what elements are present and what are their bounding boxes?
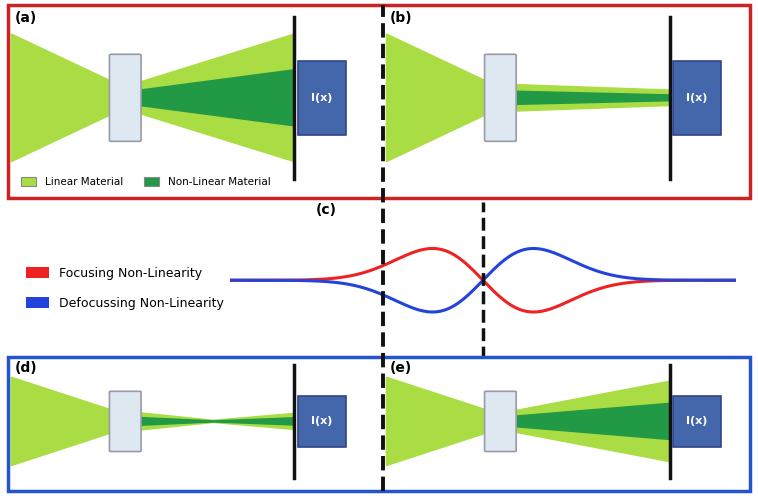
Text: (c): (c) — [316, 203, 337, 217]
Legend: Focusing Non-Linearity, Defocussing Non-Linearity: Focusing Non-Linearity, Defocussing Non-… — [21, 262, 229, 315]
